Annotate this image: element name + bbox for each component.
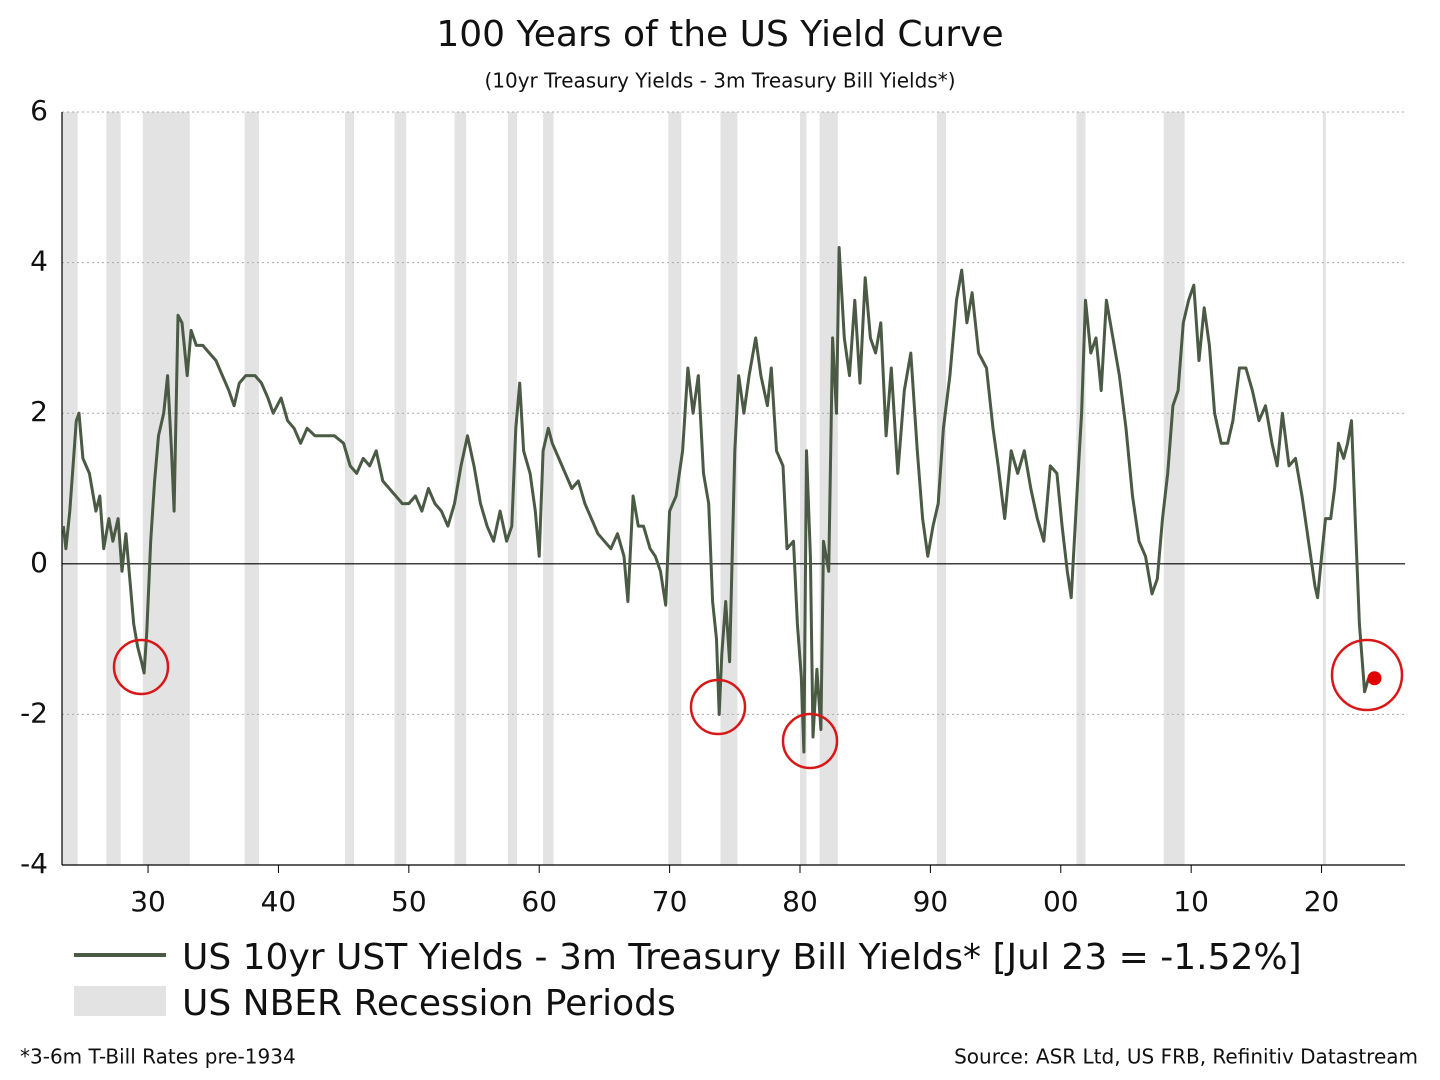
- recession-layer: [62, 112, 1326, 865]
- latest-point: [1367, 671, 1382, 686]
- x-tick-label: 10: [1173, 885, 1209, 918]
- source: Source: ASR Ltd, US FRB, Refinitiv Datas…: [954, 1045, 1418, 1069]
- recession-band: [668, 112, 682, 865]
- recession-band: [543, 112, 554, 865]
- recession-band: [244, 112, 259, 865]
- recession-band: [454, 112, 467, 865]
- y-tick-label: 0: [30, 546, 48, 579]
- annotation-circle: [781, 712, 839, 770]
- recession-band: [394, 112, 407, 865]
- x-tick-label: 60: [521, 885, 557, 918]
- chart-subtitle: (10yr Treasury Yields - 3m Treasury Bill…: [484, 69, 955, 93]
- x-tick-label: 40: [261, 885, 297, 918]
- recession-band: [62, 112, 78, 865]
- recession-band: [106, 112, 121, 865]
- y-tick-label: -2: [20, 696, 48, 729]
- recession-band: [1163, 112, 1185, 865]
- footnote: *3-6m T-Bill Rates pre-1934: [20, 1045, 296, 1069]
- legend-label: US NBER Recession Periods: [182, 983, 676, 1024]
- recession-band: [936, 112, 947, 865]
- recession-band: [720, 112, 738, 865]
- x-tick-label: 00: [1043, 885, 1079, 918]
- grid-layer: -4 -2 0 2 4 6 30 40 50 60 70 80 90 00 10 20: [20, 94, 1405, 918]
- recession-band: [344, 112, 355, 865]
- recession-band: [799, 112, 807, 865]
- y-tick-label: 4: [30, 245, 48, 278]
- recession-band: [1322, 112, 1326, 865]
- plot-layer: [61, 246, 1382, 754]
- legend: US 10yr UST Yields - 3m Treasury Bill Yi…: [74, 937, 1302, 1024]
- x-tick-label: 50: [391, 885, 427, 918]
- y-tick-label: 6: [30, 94, 48, 127]
- annotation-circle: [112, 638, 170, 696]
- legend-swatch: [74, 986, 166, 1016]
- chart-title: 100 Years of the US Yield Curve: [436, 14, 1003, 55]
- annotation-circle: [689, 678, 747, 736]
- x-tick-label: 70: [652, 885, 688, 918]
- annotation-circle: [1330, 638, 1404, 712]
- x-tick-label: 20: [1304, 885, 1340, 918]
- recession-band: [142, 112, 190, 865]
- y-tick-label: 2: [30, 395, 48, 428]
- x-tick-label: 30: [130, 885, 166, 918]
- x-tick-label: 90: [913, 885, 949, 918]
- series-line: [61, 246, 1370, 754]
- annotation-circles: [112, 638, 1404, 770]
- recession-band: [1076, 112, 1086, 865]
- y-tick-label: -4: [20, 847, 48, 880]
- legend-label: US 10yr UST Yields - 3m Treasury Bill Yi…: [182, 937, 1302, 978]
- x-tick-label: 80: [782, 885, 818, 918]
